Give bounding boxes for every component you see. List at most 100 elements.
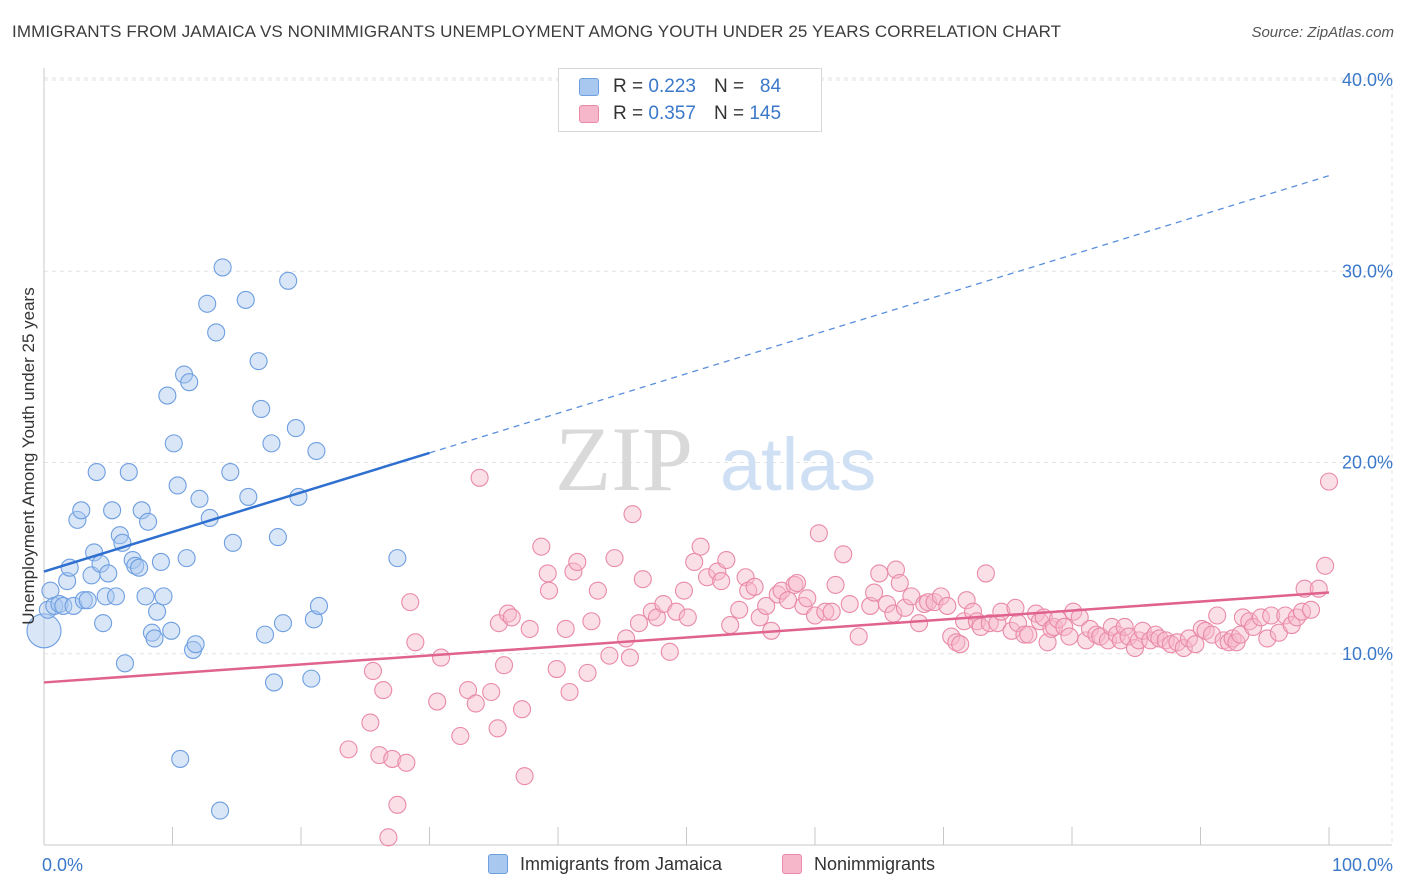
data-point (115, 654, 135, 673)
legend-n-value-jamaica: 84 (759, 76, 782, 97)
data-point (1287, 608, 1306, 627)
data-point (273, 614, 293, 633)
data-point (406, 633, 425, 652)
data-point (482, 682, 501, 702)
data-point (1319, 472, 1339, 491)
data-point (730, 600, 749, 619)
data-point (180, 373, 199, 392)
data-point (951, 635, 970, 654)
data-point (99, 564, 118, 583)
data-point (171, 749, 190, 768)
data-point (1060, 627, 1079, 646)
data-point (252, 399, 271, 419)
data-point (388, 549, 407, 568)
data-point (578, 663, 597, 682)
data-point (397, 753, 416, 772)
x-tick-label: 0.0% (42, 855, 83, 875)
data-point (1208, 606, 1227, 625)
data-point (560, 682, 579, 702)
y-tick-label: 40.0% (1342, 70, 1393, 90)
data-point (470, 468, 489, 487)
watermark-atlas: atlas (720, 423, 876, 506)
data-point (119, 463, 138, 482)
data-point (660, 642, 679, 661)
data-point (186, 635, 205, 654)
legend-row-jamaica: R = 0.223 N = 84 (579, 75, 781, 99)
data-point (58, 572, 77, 591)
data-point (494, 656, 514, 675)
data-point (787, 573, 807, 593)
data-point (103, 501, 122, 520)
data-point (388, 795, 407, 814)
data-point (717, 550, 736, 570)
data-point (870, 564, 889, 583)
data-point (307, 441, 326, 461)
data-point (136, 587, 155, 606)
data-point (1115, 617, 1134, 637)
bottom-legend-jamaica[interactable]: Immigrants from Jamaica (488, 852, 722, 876)
data-point (162, 621, 181, 640)
y-axis-label: Unemployment Among Youth under 25 years (19, 287, 38, 624)
data-point (1141, 631, 1160, 650)
bottom-legend-swatch-nonimmigrants (782, 854, 802, 874)
data-point (1186, 635, 1205, 654)
data-point (809, 524, 828, 543)
data-point (1098, 631, 1118, 650)
data-point (41, 581, 60, 600)
data-point (239, 487, 258, 506)
data-point (145, 629, 164, 648)
trend-line-jamaica (43, 451, 430, 573)
data-point (556, 619, 575, 638)
data-point (94, 614, 113, 633)
data-point (466, 694, 485, 713)
data-point (236, 290, 255, 309)
legend-n-value-nonimmigrants: 145 (749, 103, 782, 124)
data-point (1019, 625, 1038, 644)
bottom-legend-nonimmigrants[interactable]: Nonimmigrants (782, 852, 935, 876)
data-point (685, 552, 704, 572)
data-point (834, 545, 853, 564)
data-point (816, 602, 835, 621)
data-point (74, 591, 93, 610)
y-tick-label: 30.0% (1342, 261, 1393, 281)
data-point (458, 681, 478, 700)
data-point (910, 614, 929, 633)
data-point (383, 749, 402, 768)
y-tick-label: 10.0% (1342, 644, 1393, 664)
data-point (139, 512, 158, 531)
data-point (564, 562, 583, 581)
data-point (538, 564, 557, 583)
bottom-legend-label-nonimmigrants: Nonimmigrants (814, 853, 936, 874)
legend-r-value-nonimmigrants: 0.357 (648, 103, 696, 124)
data-point (547, 659, 566, 679)
data-point (976, 564, 995, 583)
data-point (432, 648, 451, 667)
data-point (87, 463, 106, 482)
legend-swatch-jamaica (579, 78, 599, 96)
data-point (865, 583, 884, 602)
data-point (600, 646, 619, 665)
data-point (502, 608, 521, 627)
data-point (890, 573, 909, 593)
data-point (785, 575, 804, 594)
data-point (96, 587, 115, 606)
bottom-legend-label-jamaica: Immigrants from Jamaica (520, 853, 723, 874)
series-nonimmigrants-points (339, 468, 1339, 847)
data-point (1276, 606, 1295, 625)
bottom-legend-swatch-jamaica (488, 854, 508, 874)
data-point (980, 614, 999, 633)
data-point (745, 577, 764, 596)
y-tick-label: 20.0% (1342, 453, 1393, 473)
data-point (54, 596, 73, 615)
data-point (379, 828, 398, 847)
data-point (158, 386, 177, 405)
data-point (515, 767, 534, 786)
data-point (130, 558, 149, 577)
data-point (712, 572, 731, 591)
data-point (620, 648, 640, 667)
data-point (339, 740, 358, 759)
data-point (168, 476, 187, 495)
data-point (1258, 629, 1277, 648)
legend-swatch-nonimmigrants (579, 105, 599, 123)
